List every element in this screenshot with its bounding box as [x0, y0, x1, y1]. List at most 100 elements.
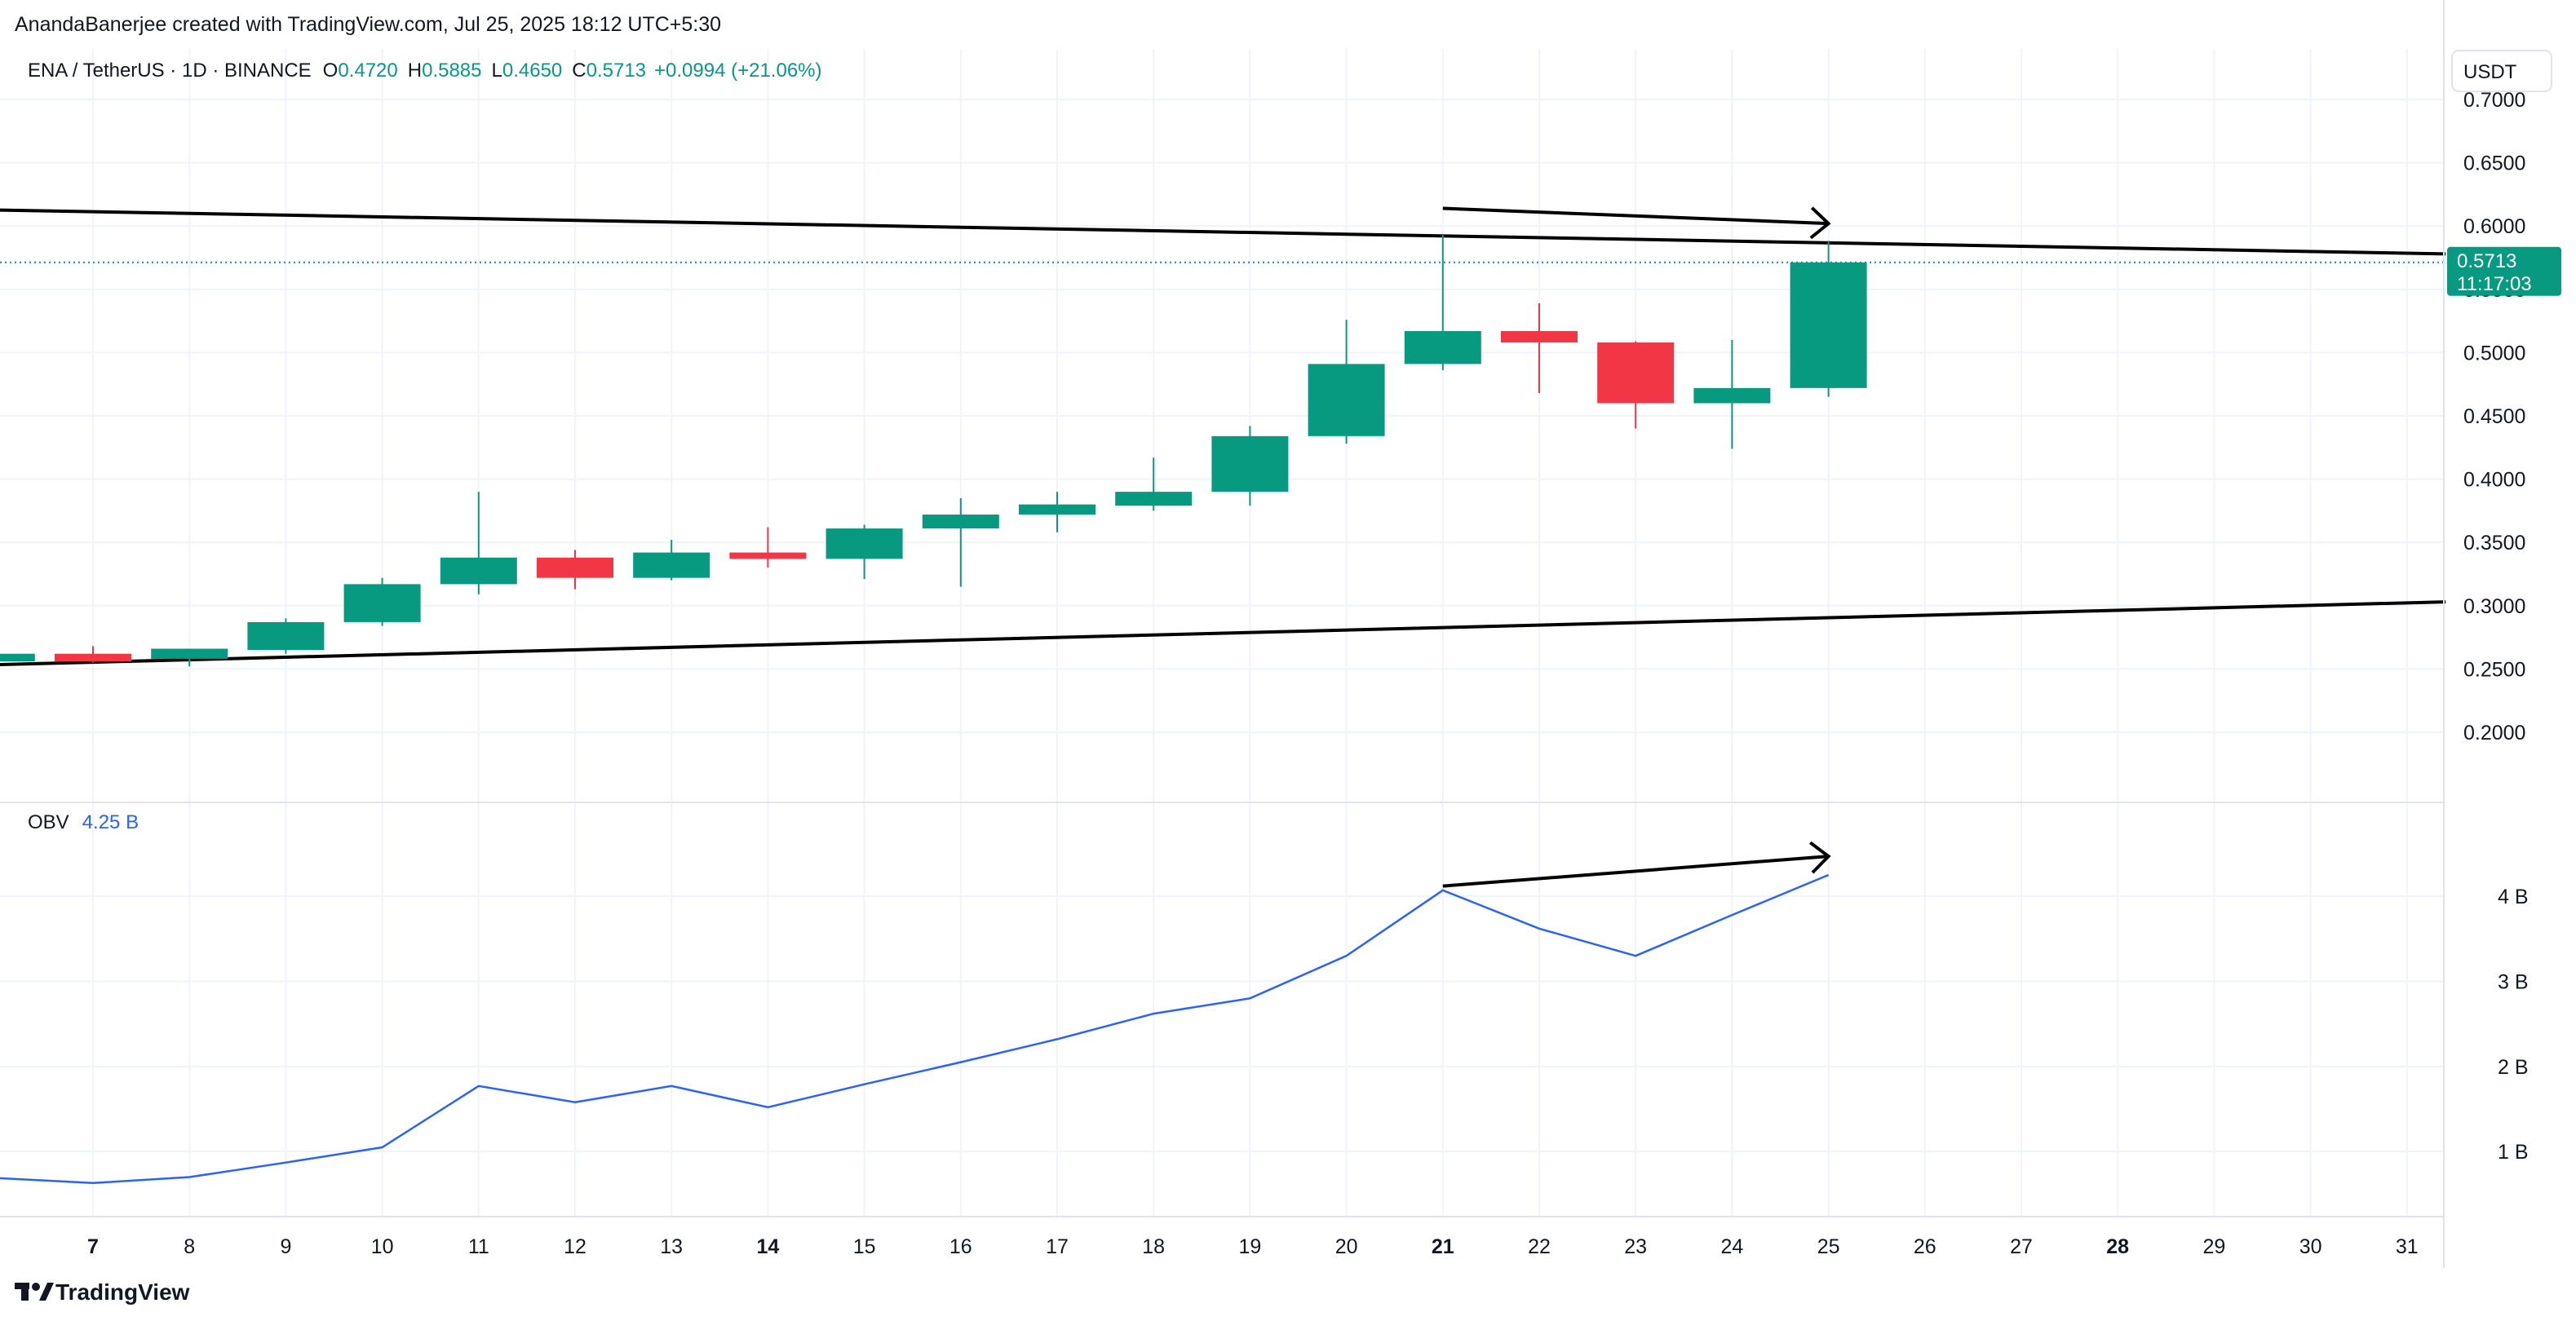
candle[interactable] — [0, 652, 35, 666]
candle[interactable] — [1597, 341, 1675, 429]
y-tick-label: 0.5000 — [2463, 342, 2525, 364]
candle-body — [440, 557, 517, 585]
x-tick-label: 20 — [1335, 1235, 1358, 1258]
candle[interactable] — [1693, 339, 1771, 449]
candle-body — [55, 653, 131, 662]
obv-legend-value: 4.25 B — [82, 811, 139, 833]
candle-body — [1597, 342, 1675, 404]
x-tick-label: 13 — [660, 1235, 683, 1258]
arrow-head — [1808, 841, 1831, 874]
arrow-head — [1809, 206, 1831, 240]
candle[interactable] — [247, 618, 325, 654]
x-tick-label: 24 — [1720, 1235, 1743, 1258]
candle[interactable] — [825, 524, 903, 580]
trendline[interactable] — [0, 208, 2446, 256]
x-tick-label: 10 — [371, 1235, 394, 1258]
y-tick-label: 0.4000 — [2463, 469, 2525, 492]
x-tick-label: 27 — [2010, 1235, 2033, 1258]
obv-legend: OBV 4.25 B — [28, 811, 139, 833]
candle-body — [1693, 387, 1771, 404]
arrow-annotation[interactable] — [1442, 206, 1831, 240]
candle-body — [825, 528, 903, 559]
x-tick-label: 28 — [2106, 1235, 2129, 1258]
tradingview-logo[interactable]: TradingView — [15, 1279, 190, 1305]
tradingview-logo-icon — [15, 1283, 54, 1301]
last-price-badge: 0.5713 11:17:03 — [2447, 246, 2561, 296]
candle-body — [633, 552, 710, 578]
candle[interactable] — [729, 527, 807, 568]
x-tick-label: 31 — [2396, 1235, 2419, 1258]
x-tick-label: 23 — [1624, 1235, 1647, 1258]
y-tick-label: 0.4500 — [2463, 405, 2525, 428]
obv-y-tick-label: 4 B — [2498, 886, 2529, 908]
candle-layer[interactable] — [0, 235, 1867, 667]
time-axis[interactable]: 7 8 9 10 11 12 13 14 15 16 17 18 19 20 21 22 23 24 25 26 27 2… — [87, 1235, 2419, 1258]
obv-legend-name: OBV — [28, 811, 69, 833]
x-tick-label: 18 — [1142, 1235, 1165, 1258]
candle-body — [247, 621, 325, 651]
y-tick-label: 0.2500 — [2463, 658, 2525, 681]
obv-y-tick-label: 3 B — [2498, 970, 2529, 993]
candle[interactable] — [1404, 235, 1481, 371]
x-tick-label: 25 — [1817, 1235, 1840, 1258]
trendline[interactable] — [0, 600, 2446, 666]
x-tick-label: 9 — [280, 1235, 291, 1258]
currency-button[interactable] — [2451, 50, 2552, 92]
candle-body — [1501, 331, 1578, 342]
x-tick-label: 8 — [184, 1235, 195, 1258]
candle-body — [537, 557, 613, 578]
y-tick-label: 0.2000 — [2463, 722, 2525, 744]
candle[interactable] — [440, 492, 517, 594]
low-label: L — [492, 60, 502, 82]
y-tick-label: 0.7000 — [2463, 89, 2525, 112]
arrow-shaft — [1442, 855, 1829, 888]
arrow-layer — [1442, 206, 1831, 888]
candle[interactable] — [1501, 303, 1578, 394]
high-value: 0.5885 — [422, 60, 481, 82]
candle[interactable] — [1211, 426, 1289, 506]
x-tick-label: 26 — [1914, 1235, 1936, 1258]
x-tick-label: 29 — [2202, 1235, 2225, 1258]
candle-body — [922, 515, 999, 529]
candle-body — [1211, 435, 1289, 493]
candle-body — [343, 584, 421, 622]
x-tick-label: 15 — [853, 1235, 876, 1258]
obv-axis[interactable]: 4 B 3 B 2 B 1 B — [2498, 886, 2529, 1164]
x-tick-label: 19 — [1238, 1235, 1261, 1258]
currency-label: USDT — [2463, 61, 2517, 83]
candle[interactable] — [55, 646, 131, 663]
change-value: +0.0994 (+21.06%) — [654, 60, 822, 82]
y-tick-label: 0.6000 — [2463, 215, 2525, 238]
candle[interactable] — [537, 550, 613, 590]
candle-body — [1308, 364, 1385, 436]
candle[interactable] — [1019, 492, 1095, 532]
x-tick-label: 11 — [468, 1235, 489, 1258]
x-tick-label: 22 — [1528, 1235, 1551, 1258]
candle[interactable] — [922, 497, 999, 587]
ohlc-legend: ENA / TetherUS · 1D · BINANCE O0.4720 H0.5… — [28, 60, 822, 82]
y-tick-label: 0.3500 — [2463, 532, 2525, 554]
candle[interactable] — [1308, 320, 1385, 444]
y-tick-label: 0.3000 — [2463, 595, 2525, 618]
x-tick-label: 16 — [949, 1235, 972, 1258]
x-tick-label: 17 — [1046, 1235, 1069, 1258]
arrow-annotation[interactable] — [1442, 841, 1831, 888]
candle[interactable] — [343, 577, 421, 626]
candle-body — [1115, 492, 1193, 506]
obv-line[interactable] — [0, 873, 1830, 1185]
x-tick-label: 7 — [87, 1235, 99, 1258]
tradingview-brand: TradingView — [55, 1279, 190, 1305]
candle[interactable] — [1790, 241, 1867, 397]
candle[interactable] — [151, 648, 228, 667]
candle-body — [0, 653, 35, 662]
x-tick-label: 21 — [1432, 1235, 1454, 1258]
obv-layer — [0, 873, 1830, 1185]
candle[interactable] — [633, 540, 710, 581]
x-tick-label: 30 — [2299, 1235, 2322, 1258]
candle[interactable] — [1115, 457, 1193, 511]
x-tick-label: 12 — [564, 1235, 586, 1258]
candle-body — [1019, 504, 1095, 515]
last-price-value: 0.5713 — [2457, 250, 2516, 272]
price-axis[interactable]: 0.70000.65000.60000.55000.50000.45000.40… — [2463, 89, 2525, 744]
